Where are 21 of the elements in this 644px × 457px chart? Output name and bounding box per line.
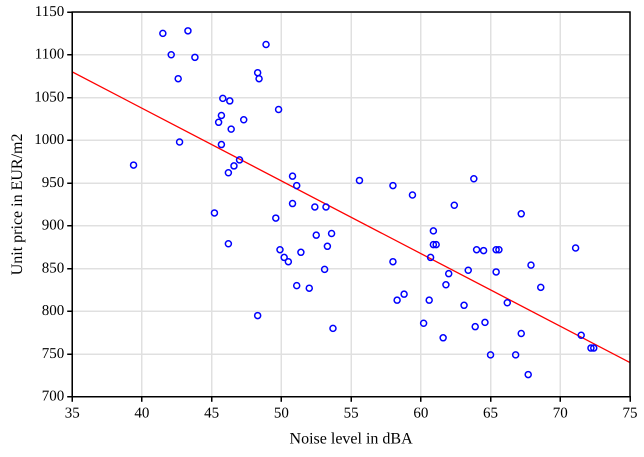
y-tick-label: 850 [42,260,64,276]
x-tick-label: 65 [483,406,498,422]
y-tick-label: 1000 [34,132,64,148]
y-tick-label: 900 [42,218,64,234]
y-tick-label: 1100 [34,46,64,63]
x-tick-label: 75 [622,406,638,422]
y-tick-label: 700 [42,388,64,405]
x-axis-title: Noise level in dBA [290,430,414,448]
x-tick-label: 55 [344,406,359,422]
y-axis-title: Unit price in EUR/m2 [8,134,26,276]
x-tick-label: 70 [552,406,568,422]
y-tick-label: 1150 [34,4,64,20]
x-tick-label: 50 [274,406,289,422]
x-tick-label: 40 [134,406,150,422]
y-tick-label: 1050 [34,89,64,106]
y-tick-label: 950 [42,174,64,191]
x-tick-label: 35 [64,406,80,422]
y-tick-label: 750 [42,346,64,362]
y-tick-label: 800 [42,303,64,320]
x-tick-label: 60 [413,406,428,422]
x-tick-label: 45 [204,406,220,422]
